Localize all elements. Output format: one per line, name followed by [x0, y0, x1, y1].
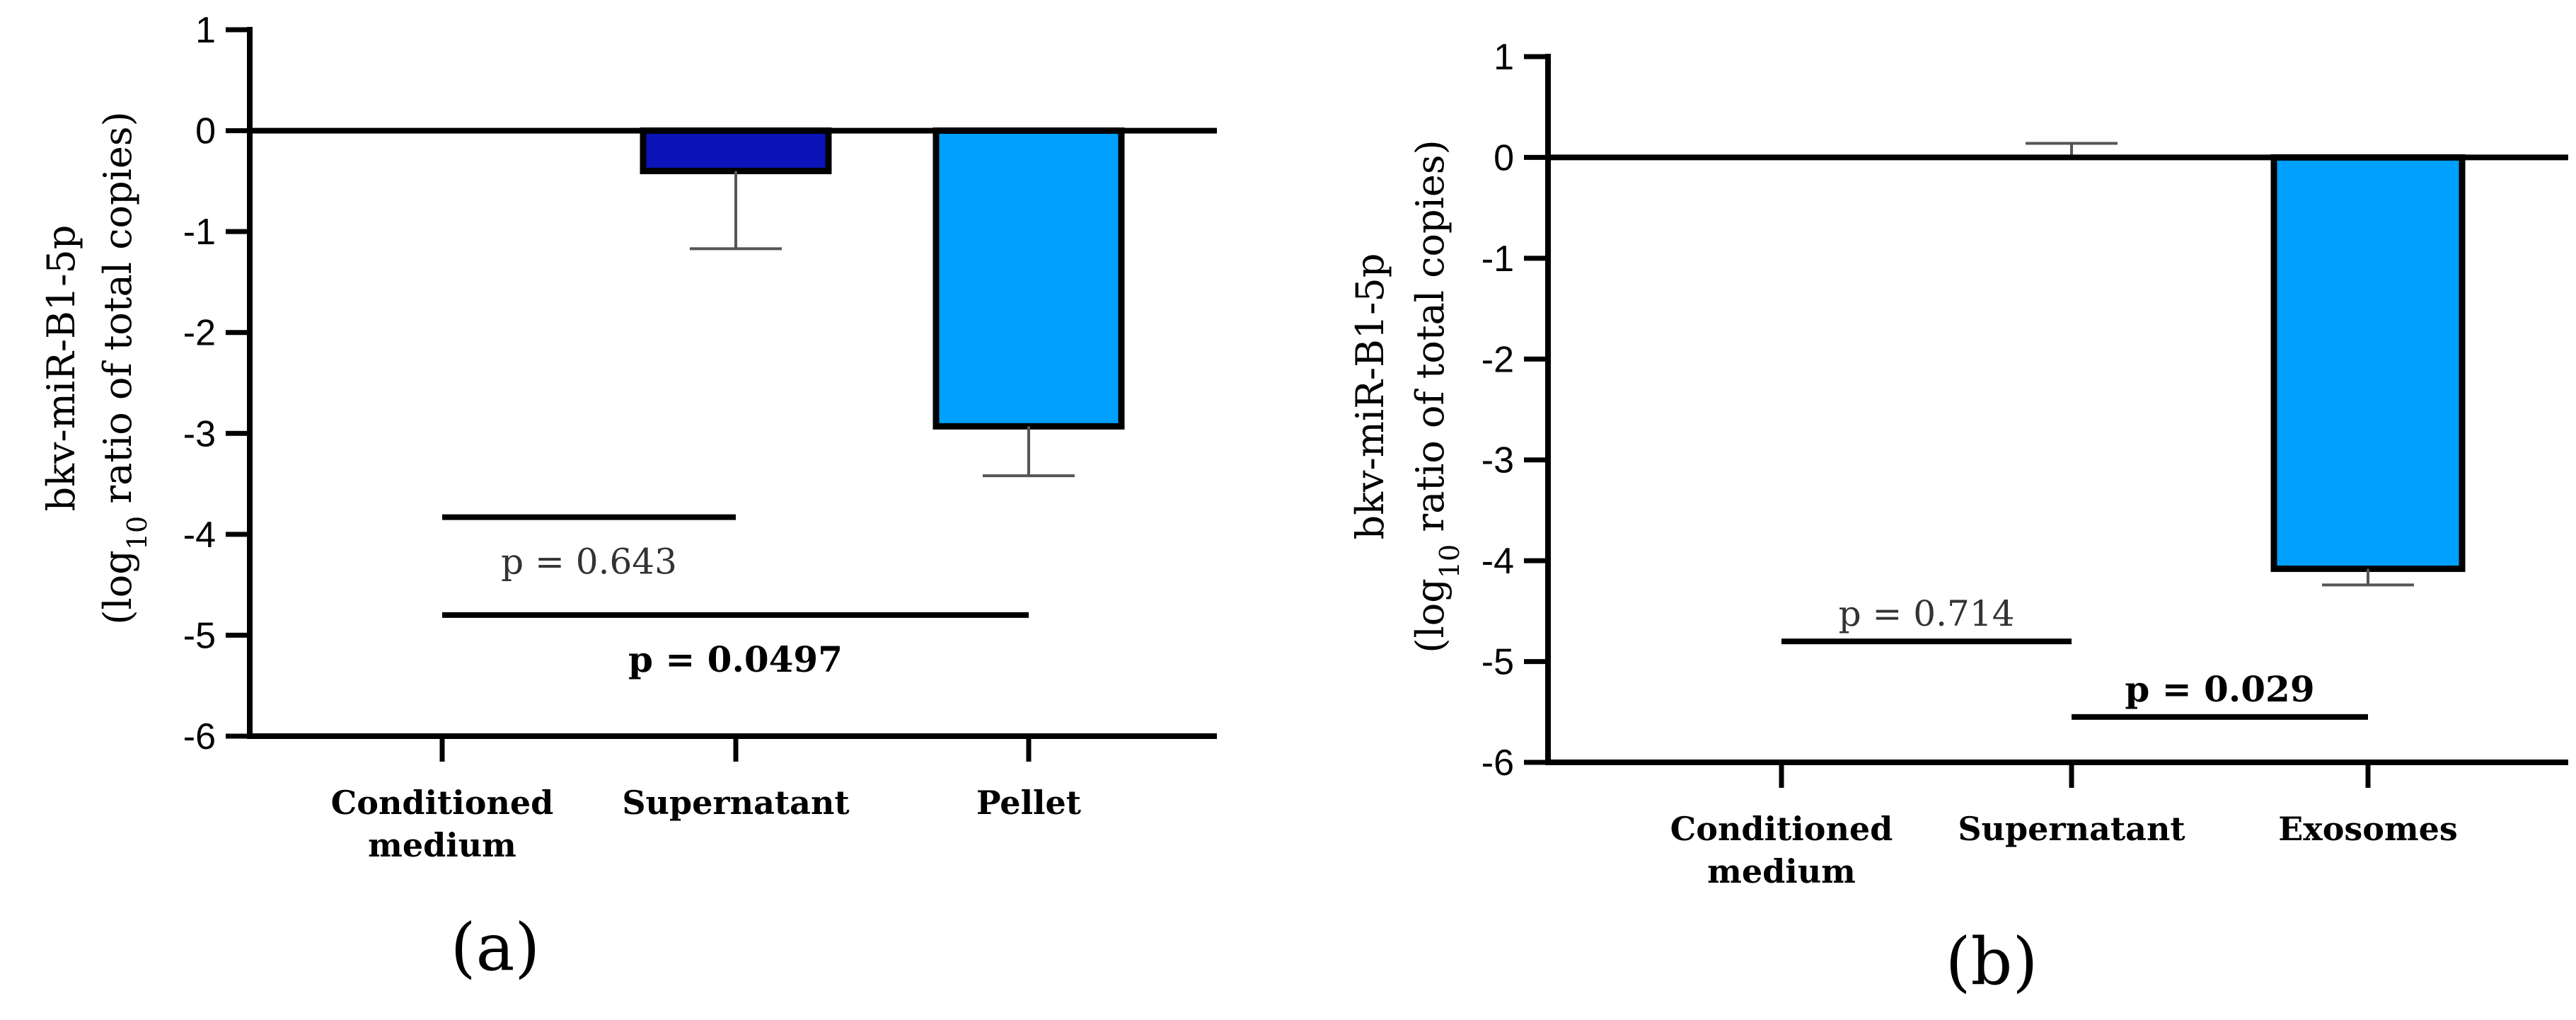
y-tick-label: 1: [195, 10, 216, 51]
y-tick-label: -1: [1482, 239, 1514, 280]
y-tick-label: -2: [1482, 339, 1514, 380]
y-tick-label: 0: [195, 111, 216, 152]
y-tick-label: -5: [183, 615, 216, 656]
y-tick-label: -1: [183, 212, 216, 253]
bar-exosomes: [2270, 154, 2466, 573]
x-tick-label: Supernatant: [622, 784, 850, 822]
y-tick-label: -4: [1482, 541, 1514, 582]
p-value-label: p = 0.643: [501, 541, 677, 583]
x-tick-label: Exosomes: [2278, 810, 2458, 848]
y-tick-label: -5: [1482, 642, 1514, 683]
x-tick-label: medium: [1707, 852, 1856, 890]
panel-label: (b): [1946, 924, 2038, 999]
y-tick-label: 0: [1494, 137, 1514, 178]
y-tick-label: -3: [183, 413, 216, 454]
y-axis-label: bkv-miR-B1-5p: [1348, 253, 1392, 540]
y-tick-label: -3: [1482, 440, 1514, 481]
y-tick-label: -6: [1482, 743, 1514, 784]
y-tick-label: -4: [183, 515, 216, 556]
y-axis-label-units: (log10 ratio of total copies): [1408, 139, 1465, 653]
chart-panel-b: 1 0 -1 -2 -3 -4 -5 -6 Conditioned medium Supernata…: [1348, 37, 2568, 999]
y-tick-label: -2: [183, 313, 216, 354]
chart-panel-a: 1 0 -1 -2 -3 -4 -5 -6 Conditioned medium Supernata…: [39, 10, 1217, 985]
y-tick-label: 1: [1494, 37, 1514, 78]
x-tick-label: Supernatant: [1958, 810, 2185, 848]
p-value-label: p = 0.0497: [628, 638, 843, 680]
x-tick-label: Conditioned: [331, 784, 554, 822]
bar-supernatant: [640, 127, 832, 175]
p-value-label: p = 0.029: [2125, 668, 2314, 710]
y-tick-label: -6: [183, 716, 216, 757]
y-axis-label-units: (log10 ratio of total copies): [96, 111, 153, 624]
bar-pellet: [932, 127, 1125, 430]
y-axis-label: bkv-miR-B1-5p: [39, 225, 83, 512]
panel-label: (a): [451, 910, 541, 985]
x-tick-label: Pellet: [976, 784, 1082, 822]
x-tick-label: Conditioned: [1670, 810, 1893, 848]
x-tick-label: medium: [368, 826, 516, 864]
p-value-label: p = 0.714: [1839, 593, 2015, 634]
